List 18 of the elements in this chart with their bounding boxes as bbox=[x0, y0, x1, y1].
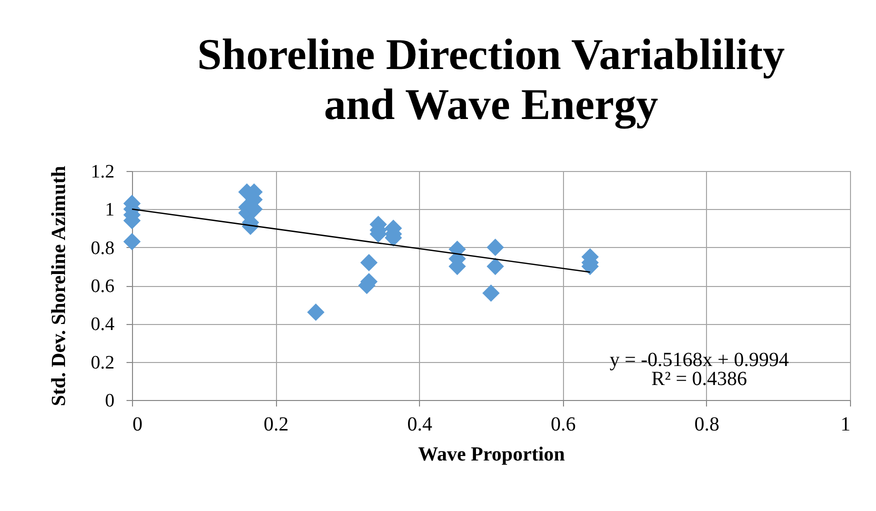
x-tick-label: 1 bbox=[840, 414, 850, 436]
y-tick-label: 0.8 bbox=[90, 238, 114, 259]
x-axis-title: Wave Proportion bbox=[418, 444, 565, 466]
y-tick-label: 1 bbox=[105, 200, 114, 221]
annotation: R² = 0.4386 bbox=[651, 368, 748, 390]
chart-title: Shoreline Direction Variablility and Wave Energy bbox=[197, 30, 785, 129]
x-tick-label: 0.8 bbox=[694, 414, 720, 436]
annotation: y = -0.5168x + 0.9994 bbox=[610, 349, 789, 371]
x-tick-label: 0.4 bbox=[407, 414, 432, 436]
x-tick-label: 0.2 bbox=[264, 414, 289, 436]
y-axis-title: Std. Dev. Shoreline Azimuth bbox=[48, 166, 70, 406]
x-tick-label: 0.6 bbox=[550, 414, 576, 436]
y-tick-label: 0.4 bbox=[90, 314, 115, 336]
y-tick-label: 0 bbox=[105, 390, 114, 412]
x-tick-label: 0 bbox=[132, 414, 142, 436]
y-tick-label: 0.2 bbox=[90, 352, 114, 374]
y-tick-label: 0.6 bbox=[90, 276, 114, 297]
y-tick-label: 1.2 bbox=[90, 162, 114, 182]
